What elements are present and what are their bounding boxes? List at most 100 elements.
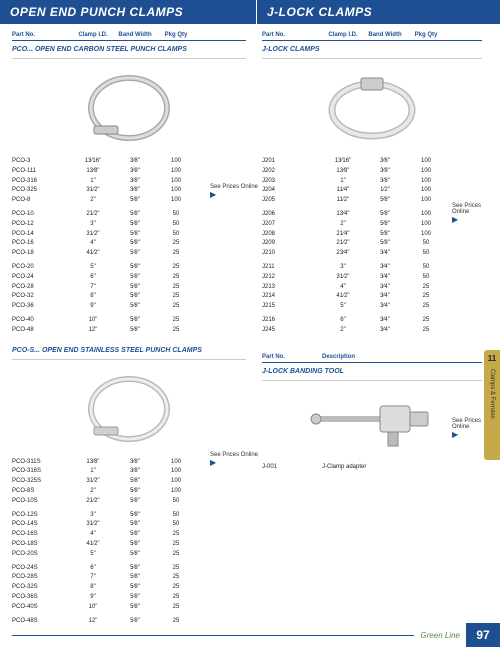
carbon-clamp-image xyxy=(12,63,246,153)
footer: Green Line 97 xyxy=(0,623,500,647)
table-header-right: Part No. Clamp I.D. Band Width Pkg Qty xyxy=(262,32,482,41)
cell-bandwidth: 5⁄8" xyxy=(114,303,156,311)
cell-clampid: 21⁄2" xyxy=(72,498,114,506)
footer-brand: Green Line xyxy=(414,631,466,640)
cell-partno: PCO-24S xyxy=(12,565,72,573)
cell-partno: J215 xyxy=(262,303,322,311)
cell-clampid: 7" xyxy=(72,574,114,582)
cell-bandwidth: 3⁄8" xyxy=(114,158,156,166)
cell-clampid: 8" xyxy=(72,293,114,301)
clamp-icon xyxy=(74,369,184,449)
table-row: PCO-11113⁄8"3⁄8"100 xyxy=(12,167,246,177)
cell-bandwidth: 5⁄8" xyxy=(114,221,156,229)
cell-bandwidth: 3⁄8" xyxy=(114,459,156,467)
cell-partno: PCO-316S xyxy=(12,468,72,476)
cell-partno: PCO-10 xyxy=(12,211,72,219)
cell-bandwidth: 5⁄8" xyxy=(114,231,156,239)
table-row: PCO-32S8"5⁄8"25 xyxy=(12,583,246,593)
cell-clampid: 4" xyxy=(72,240,114,248)
cell-partno: PCO-18S xyxy=(12,541,72,549)
cell-pkgqty: 100 xyxy=(156,197,196,205)
table-row: PCO-40S10"5⁄8"25 xyxy=(12,603,246,613)
cell-clampid: 13⁄4" xyxy=(322,211,364,219)
cell-partno: PCO-311S xyxy=(12,459,72,467)
section-tool-title: J-LOCK BANDING TOOL xyxy=(262,365,482,381)
cell-clampid: 41⁄2" xyxy=(322,293,364,301)
prices-online-left1: See Prices Online▶ xyxy=(210,184,258,199)
cell-partno: PCO-325S xyxy=(12,478,72,486)
cell-clampid: 13⁄8" xyxy=(72,459,114,467)
cell-partno: PCO-24 xyxy=(12,274,72,282)
cell-pkgqty: 100 xyxy=(406,221,446,229)
cell-partno: PCO-316 xyxy=(12,178,72,186)
cell-partno: PCO-48 xyxy=(12,327,72,335)
cell-pkgqty: 50 xyxy=(156,221,196,229)
cell-bandwidth: 3⁄8" xyxy=(114,468,156,476)
cell-partno: PCO-36 xyxy=(12,303,72,311)
cell-clampid: 6" xyxy=(72,274,114,282)
table-row: PCO-20S5"5⁄8"25 xyxy=(12,550,246,560)
cell-clampid: 4" xyxy=(322,284,364,292)
cell-clampid: 31⁄2" xyxy=(72,231,114,239)
cell-clampid: 12" xyxy=(72,327,114,335)
cell-bandwidth: 5⁄8" xyxy=(114,250,156,258)
table-row: J2134"3⁄4"25 xyxy=(262,283,482,293)
cell-pkgqty: 25 xyxy=(156,293,196,301)
table-row: J20821⁄4"5⁄8"100 xyxy=(262,230,482,240)
section-stainless-title: PCO-S... OPEN END STAINLESS STEEL PUNCH … xyxy=(12,344,246,360)
jlock-clamp-image xyxy=(262,63,482,153)
cell-partno: PCO-20 xyxy=(12,264,72,272)
cell-clampid: 11⁄4" xyxy=(322,187,364,195)
cell-clampid: 13⁄8" xyxy=(72,168,114,176)
table-row: J20213⁄8"3⁄8"100 xyxy=(262,167,482,177)
cell-pkgqty: 25 xyxy=(406,327,446,335)
cell-partno: J205 xyxy=(262,197,322,205)
cell-clampid: 9" xyxy=(72,303,114,311)
cell-clampid: 23⁄4" xyxy=(322,250,364,258)
cell-bandwidth: 3⁄8" xyxy=(114,178,156,186)
cell-bandwidth: 5⁄8" xyxy=(114,551,156,559)
cell-clampid: 41⁄2" xyxy=(72,541,114,549)
tool-row: J-001 J-Clamp adapter xyxy=(262,463,482,471)
cell-bandwidth: 5⁄8" xyxy=(114,197,156,205)
cell-pkgqty: 25 xyxy=(156,574,196,582)
cell-clampid: 21⁄2" xyxy=(322,240,364,248)
th-clampid: Clamp I.D. xyxy=(72,32,114,38)
cell-pkgqty: 25 xyxy=(156,264,196,272)
cell-bandwidth: 5⁄8" xyxy=(114,284,156,292)
th-clampid: Clamp I.D. xyxy=(322,32,364,38)
cell-pkgqty: 50 xyxy=(156,498,196,506)
clamp-icon xyxy=(74,68,184,148)
cell-pkgqty: 100 xyxy=(406,187,446,195)
th-pkgqty: Pkg Qty xyxy=(406,32,446,38)
cell-bandwidth: 5⁄8" xyxy=(114,521,156,529)
cell-bandwidth: 5⁄8" xyxy=(114,584,156,592)
cell-partno: PCO-16 xyxy=(12,240,72,248)
cell-pkgqty: 25 xyxy=(406,293,446,301)
cell-bandwidth: 3⁄8" xyxy=(364,168,406,176)
stainless-clamp-image xyxy=(12,364,246,454)
cell-clampid: 10" xyxy=(72,604,114,612)
cell-partno: PCO-14 xyxy=(12,231,72,239)
cell-partno: PCO-8S xyxy=(12,488,72,496)
page-number: 97 xyxy=(466,623,500,647)
cell-pkgqty: 50 xyxy=(156,211,196,219)
cell-clampid: 13⁄8" xyxy=(322,168,364,176)
cell-clampid: 1" xyxy=(72,468,114,476)
footer-line xyxy=(12,635,414,636)
cell-clampid: 2" xyxy=(322,221,364,229)
cell-bandwidth: 5⁄8" xyxy=(364,211,406,219)
cell-pkgqty: 100 xyxy=(406,197,446,205)
table-row: PCO-164"5⁄8"25 xyxy=(12,239,246,249)
side-tab: 11 Clamps & Ferrules xyxy=(484,350,500,460)
cell-pkgqty: 100 xyxy=(156,468,196,476)
col-jlock: Part No. Clamp I.D. Band Width Pkg Qty J… xyxy=(254,32,482,626)
cell-bandwidth: 5⁄8" xyxy=(114,541,156,549)
cell-pkgqty: 50 xyxy=(406,250,446,258)
th-tool-desc: Description xyxy=(322,354,482,360)
cell-partno: J207 xyxy=(262,221,322,229)
cell-bandwidth: 3⁄4" xyxy=(364,264,406,272)
cell-partno: PCO-36S xyxy=(12,594,72,602)
cell-pkgqty: 25 xyxy=(156,240,196,248)
th-pkgqty: Pkg Qty xyxy=(156,32,196,38)
